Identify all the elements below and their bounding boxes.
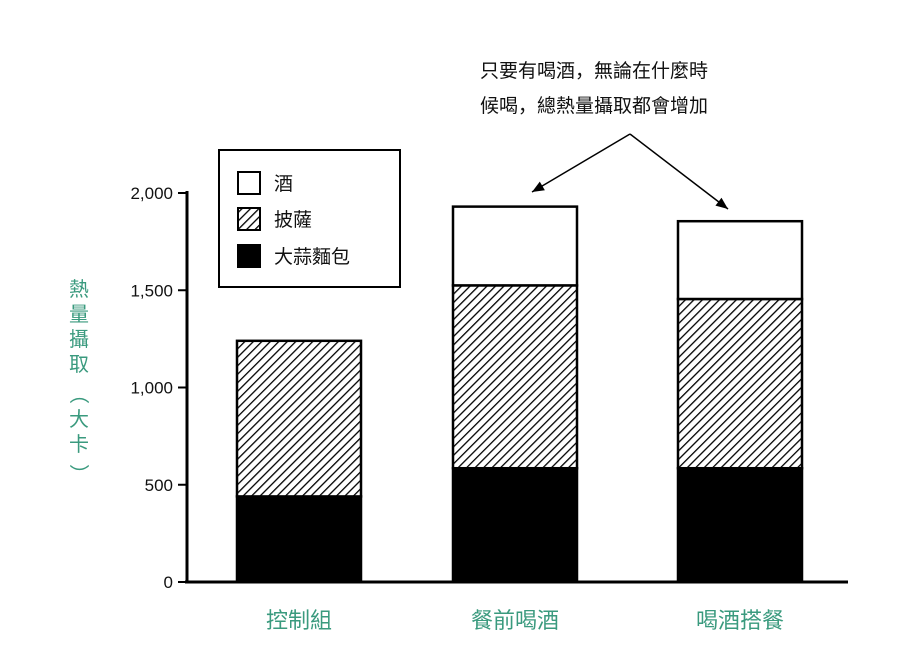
y-tick-label: 1,500 — [130, 281, 173, 300]
legend-swatch — [237, 244, 261, 268]
y-tick-label: 2,000 — [130, 184, 173, 203]
category-labels: 控制組 餐前喝酒 喝酒搭餐 — [266, 609, 784, 634]
annotation-arrow-head — [715, 197, 728, 209]
y-axis-label-char: 卡 — [69, 432, 89, 456]
bars — [235, 205, 804, 584]
y-tick-label: 1,000 — [130, 379, 173, 398]
y-axis-label-char: 攝 — [69, 327, 89, 351]
y-axis-label-char: 大 — [69, 407, 89, 431]
bar-segment-大蒜麵包 — [235, 495, 363, 584]
y-axis-label-char: 熱 — [69, 277, 89, 301]
annotation-line-2: 候喝，總熱量攝取都會增加 — [480, 95, 708, 117]
bar-segment-大蒜麵包 — [451, 466, 579, 584]
axes — [185, 191, 848, 584]
annotation-arrow-line — [531, 133, 631, 193]
annotation-arrow-head — [532, 181, 545, 192]
category-label: 餐前喝酒 — [471, 609, 559, 634]
y-axis-ticks: 0 500 1,000 1,500 2,000 — [130, 184, 187, 592]
legend-swatch — [237, 207, 261, 231]
bar-segment-披薩 — [235, 339, 363, 498]
annotation: 只要有喝酒，無論在什麼時 候喝，總熱量攝取都會增加 — [480, 60, 729, 210]
legend-label: 大蒜麵包 — [274, 246, 350, 268]
legend-label: 披薩 — [274, 209, 312, 231]
annotation-arrow-line — [629, 133, 729, 210]
bar-segment-酒 — [451, 205, 579, 287]
legend-label: 酒 — [274, 173, 293, 195]
y-axis-label-char: （ — [67, 384, 91, 404]
category-label: 控制組 — [266, 609, 332, 634]
y-tick-label: 500 — [145, 476, 173, 495]
y-axis-label: 熱量攝取 （ 大卡 ） — [67, 277, 91, 484]
bar-segment-酒 — [676, 219, 804, 301]
y-tick-label: 0 — [164, 573, 173, 592]
y-axis-label-char: 量 — [69, 302, 89, 326]
y-axis-label-char: 取 — [69, 352, 89, 376]
bar-segment-披薩 — [676, 297, 804, 470]
annotation-line-1: 只要有喝酒，無論在什麼時 — [480, 60, 708, 82]
bar-segment-大蒜麵包 — [676, 466, 804, 584]
category-label: 喝酒搭餐 — [696, 609, 784, 634]
bar-segment-披薩 — [451, 284, 579, 470]
legend-swatch — [237, 171, 261, 195]
y-axis-label-char: ） — [67, 464, 91, 484]
